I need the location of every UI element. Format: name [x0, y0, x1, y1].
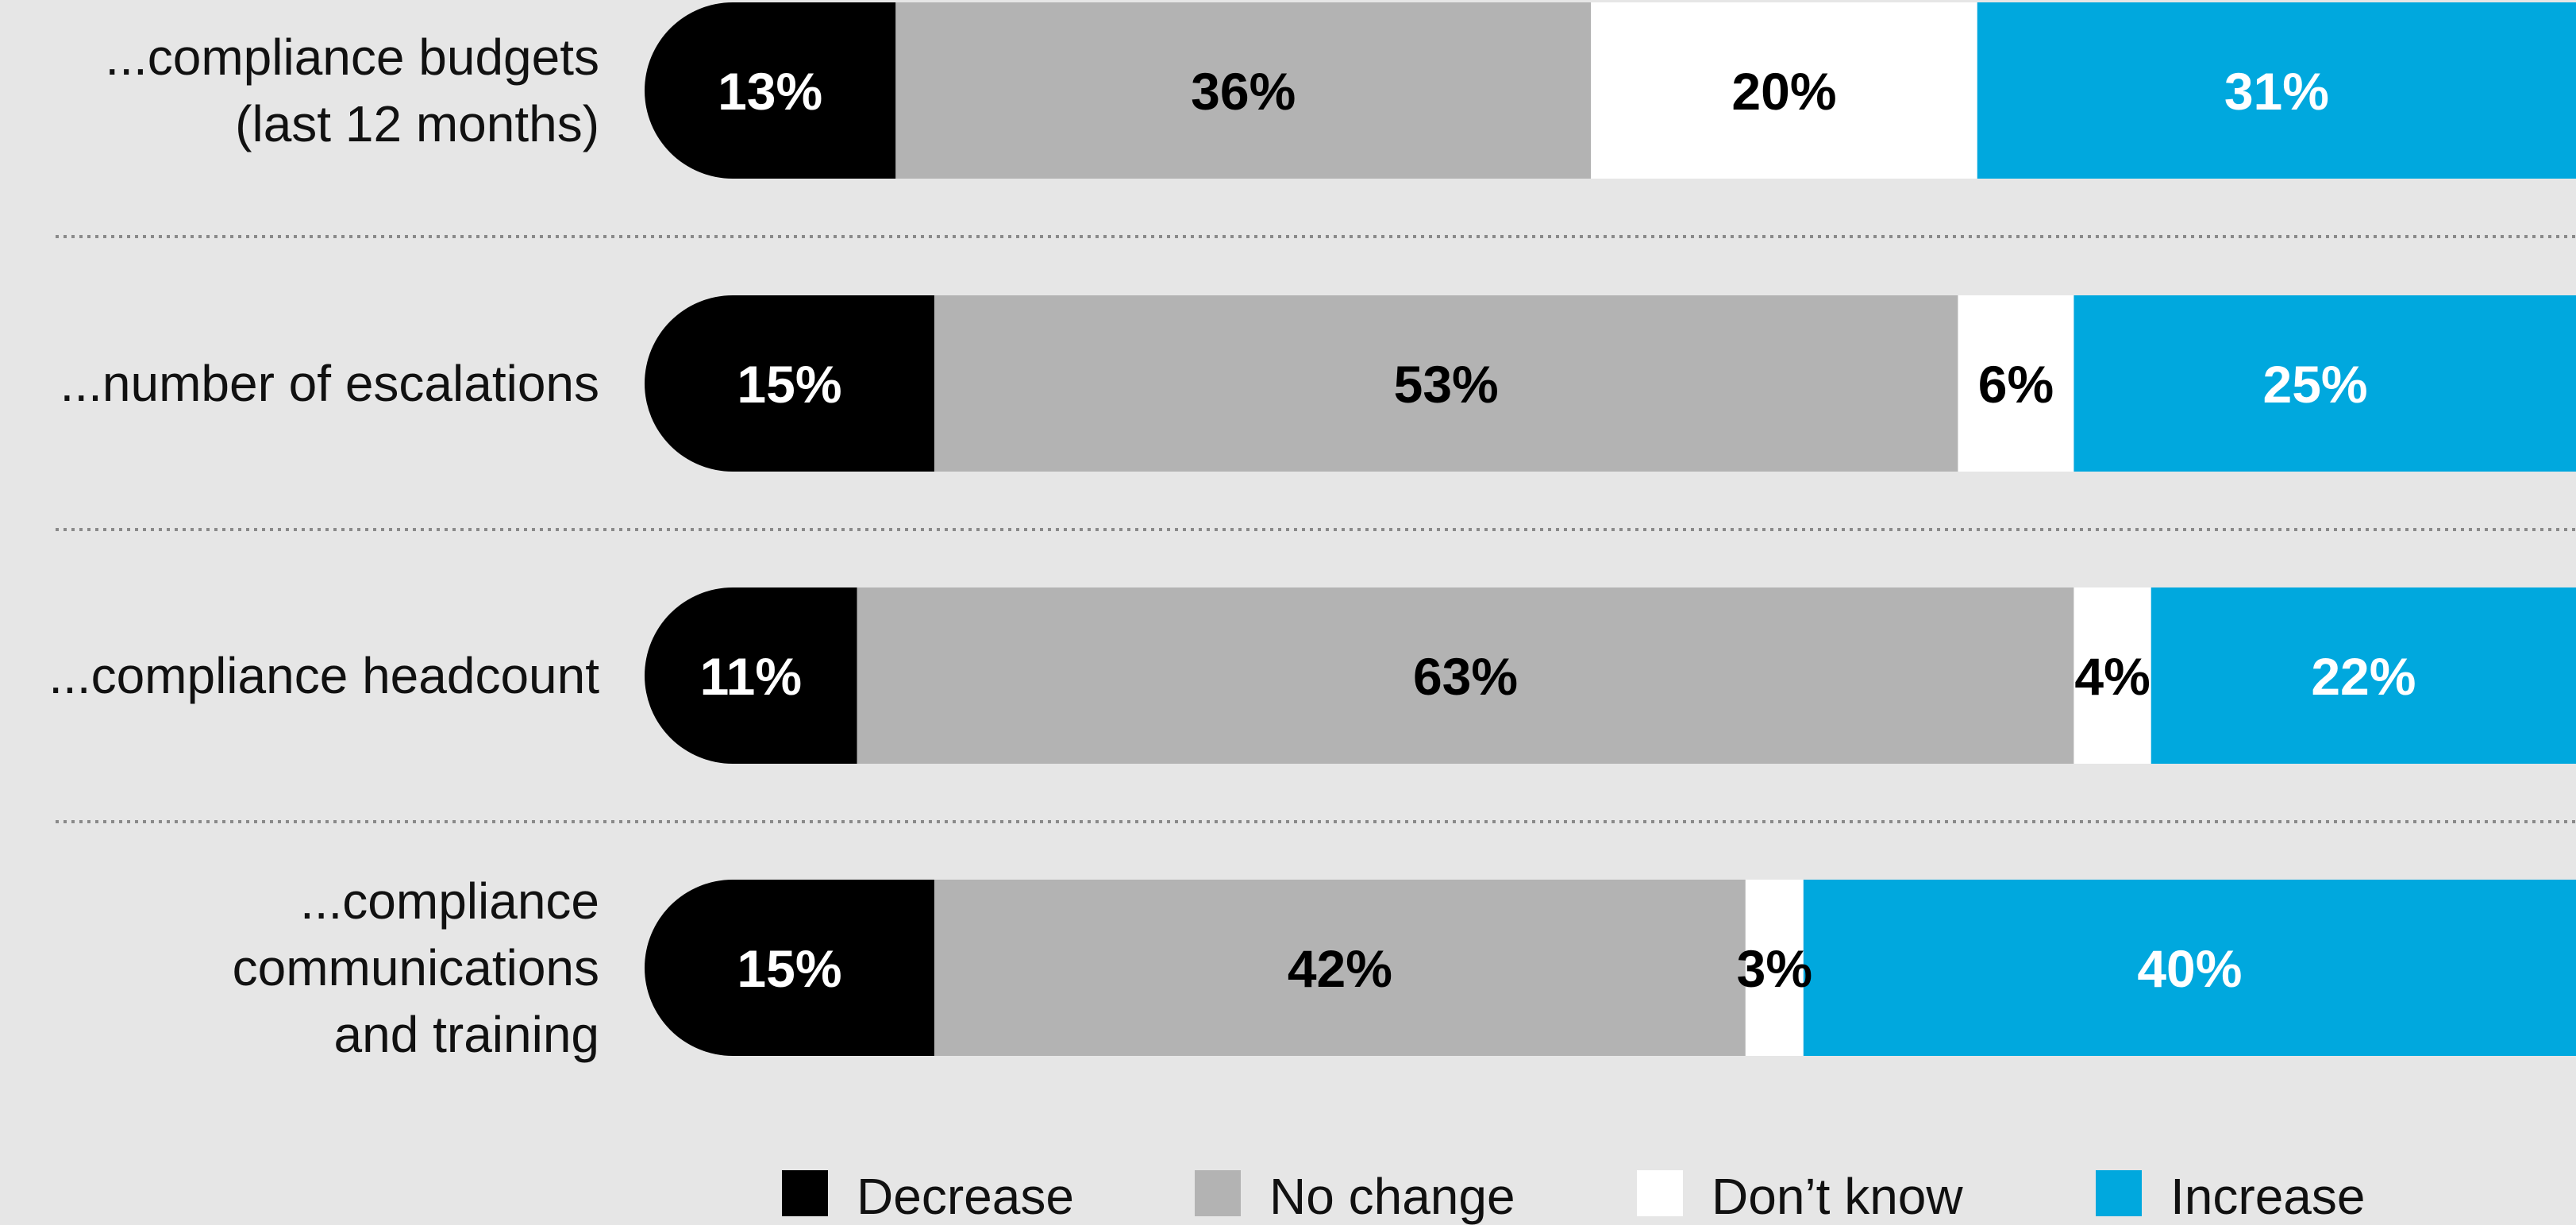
- chart-row: ...compliance budgets (last 12 months) 13%…: [105, 2, 2576, 179]
- bar-segments: [645, 587, 2576, 764]
- legend-label: Decrease: [857, 1168, 1074, 1225]
- bar-segment: [645, 587, 857, 764]
- segment-value-label: 15%: [737, 939, 841, 998]
- segment-value-label: 3%: [1737, 939, 1812, 998]
- chart-rows: ...compliance budgets (last 12 months) 13%…: [48, 2, 2576, 1063]
- legend-item: Increase: [2096, 1168, 2365, 1225]
- legend-item: Don’t know: [1637, 1168, 1963, 1225]
- legend-label: Don’t know: [1712, 1168, 1963, 1225]
- segment-value-label: 36%: [1191, 62, 1296, 121]
- segment-value-label: 53%: [1394, 355, 1499, 414]
- segment-value-label: 25%: [2262, 355, 2367, 414]
- bar-segment: [1803, 880, 2576, 1056]
- bar-segment: [857, 587, 2074, 764]
- bar-segments: [645, 2, 2576, 179]
- bar-segments: [645, 880, 2576, 1056]
- segment-value-label: 15%: [737, 355, 841, 414]
- bar-segment: [645, 880, 934, 1056]
- segment-value-label: 42%: [1288, 939, 1392, 998]
- category-label: ...compliance budgets (last 12 months): [105, 29, 599, 152]
- chart-row: ...compliance communications and training 1…: [233, 873, 2576, 1063]
- category-label: ...compliance headcount: [48, 647, 599, 704]
- legend-swatch: [1637, 1170, 1683, 1216]
- bar-segment: [934, 295, 1958, 472]
- bar-segments: [645, 295, 2576, 472]
- bar-segment: [895, 2, 1592, 179]
- category-label: ...number of escalations: [60, 355, 599, 412]
- segment-value-label: 20%: [1731, 62, 1836, 121]
- legend-label: Increase: [2170, 1168, 2365, 1225]
- bar-segment: [934, 880, 1746, 1056]
- bar-segment: [2151, 587, 2576, 764]
- bar-segment: [645, 295, 934, 472]
- bar-segment: [2074, 295, 2576, 472]
- segment-value-label: 31%: [2224, 62, 2329, 121]
- legend-label: No change: [1269, 1168, 1515, 1225]
- legend-swatch: [2096, 1170, 2142, 1216]
- bar-segment: [2074, 587, 2151, 764]
- bar-segment: [1977, 2, 2576, 179]
- segment-value-label: 13%: [718, 62, 822, 121]
- legend-item: Decrease: [782, 1168, 1074, 1225]
- segment-value-label: 6%: [1978, 355, 2054, 414]
- legend-swatch: [782, 1170, 828, 1216]
- chart-row: ...compliance headcount 11% 63% 4% 22%: [48, 587, 2576, 764]
- bar-segment: [1745, 880, 1804, 1056]
- legend: Decrease No change Don’t know Increase: [782, 1168, 2365, 1225]
- category-label: ...compliance communications and training: [233, 873, 599, 1063]
- legend-swatch: [1195, 1170, 1241, 1216]
- segment-value-label: 63%: [1413, 647, 1518, 706]
- bar-segment: [645, 2, 896, 179]
- bar-segment: [1958, 295, 2074, 472]
- segment-value-label: 4%: [2074, 647, 2150, 706]
- segment-value-label: 22%: [2311, 647, 2416, 706]
- legend-item: No change: [1195, 1168, 1515, 1225]
- segment-value-label: 11%: [700, 647, 802, 706]
- chart-row: ...number of escalations 15% 53% 6% 25%: [60, 295, 2576, 472]
- bar-segment: [1591, 2, 1977, 179]
- segment-value-label: 40%: [2137, 939, 2242, 998]
